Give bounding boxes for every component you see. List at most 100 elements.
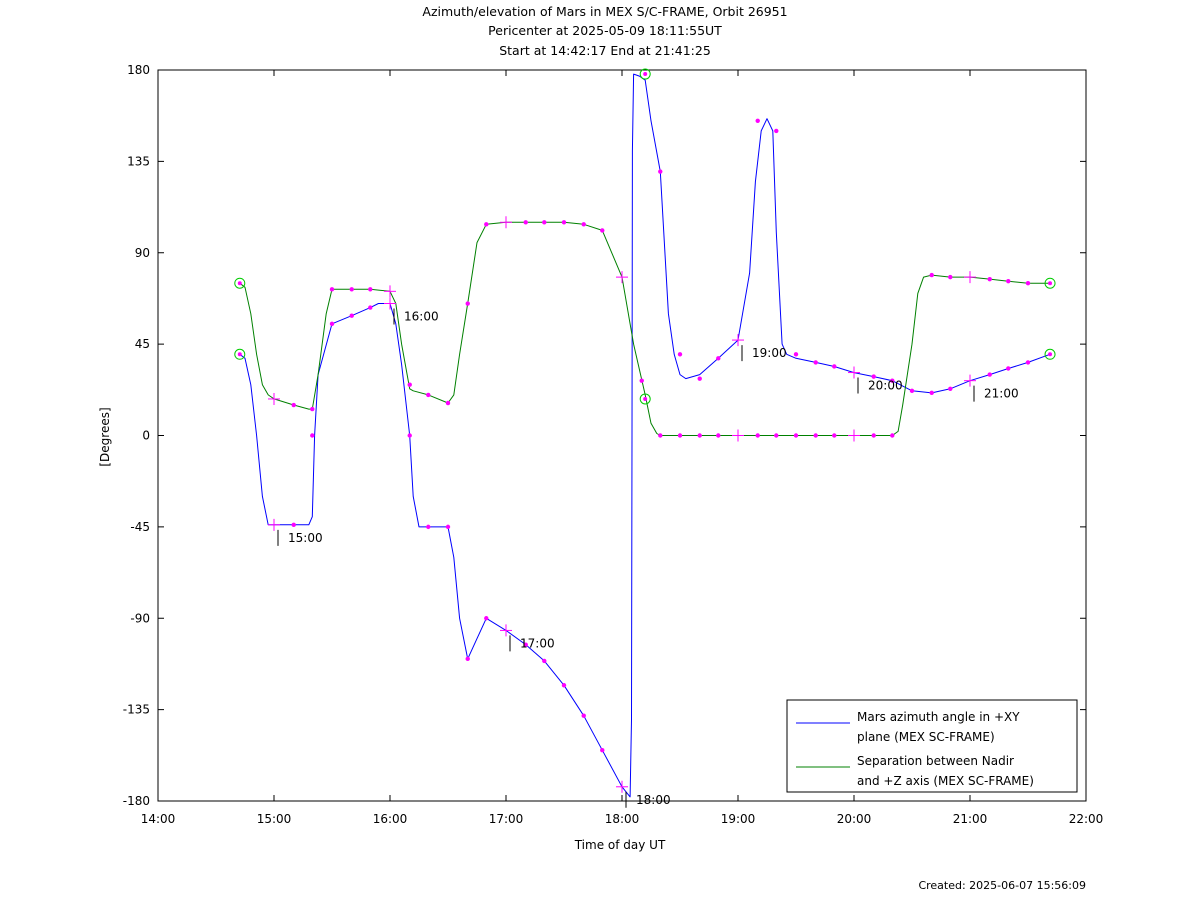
y-axis-label: [Degrees]: [98, 407, 112, 466]
x-tick-label: 20:00: [837, 812, 872, 826]
minute-marker: [658, 433, 663, 438]
minute-marker: [890, 378, 895, 383]
hour-label: 18:00: [636, 793, 671, 807]
hour-cross: [268, 392, 280, 405]
minute-marker: [813, 433, 818, 438]
legend-box: [786, 699, 1078, 793]
chart-subtitle-start-end: Start at 14:42:17 End at 21:41:25: [499, 43, 711, 58]
x-tick-label: 14:00: [141, 812, 176, 826]
minute-marker: [639, 378, 644, 383]
minute-marker: [658, 169, 663, 174]
minute-marker: [793, 352, 799, 357]
x-axis-label: Time of day UT: [574, 838, 666, 852]
minute-marker: [542, 220, 547, 225]
minute-marker: [581, 713, 586, 718]
legend-label-separation-line2: and +Z axis (MEX SC-FRAME): [857, 774, 1034, 788]
x-tick-label: 19:00: [721, 812, 756, 826]
hour-label: 16:00: [404, 310, 439, 324]
minute-marker: [677, 433, 683, 438]
hour-cross: [384, 297, 396, 310]
minute-marker: [329, 321, 335, 327]
hour-cross: [964, 374, 976, 387]
legend-label-azimuth-line2: plane (MEX SC-FRAME): [857, 730, 995, 744]
endpoint-circle: [234, 277, 246, 289]
minute-marker: [581, 222, 586, 227]
minute-marker: [929, 272, 934, 278]
endpoint-circle: [639, 393, 651, 405]
y-tick-label: 90: [135, 246, 150, 260]
hour-label: 19:00: [752, 346, 787, 360]
y-tick-label: 45: [135, 337, 150, 351]
minute-marker: [407, 382, 412, 387]
minute-marker: [310, 433, 315, 438]
plot-area: [157, 69, 1087, 802]
minute-marker: [445, 400, 451, 406]
minute-marker: [948, 386, 953, 391]
minute-marker: [1006, 278, 1011, 284]
hour-cross: [616, 780, 628, 793]
endpoint-circle: [1044, 277, 1056, 289]
hour-cross: [384, 285, 396, 298]
y-tick-label: -45: [130, 520, 150, 534]
minute-marker: [426, 524, 431, 530]
endpoint-circle: [639, 68, 651, 80]
minute-marker: [368, 287, 373, 292]
minute-marker: [523, 220, 528, 225]
minute-marker: [697, 433, 702, 438]
chart-title: Azimuth/elevation of Mars in MEX S/C-FRA…: [422, 4, 787, 19]
minute-marker: [909, 388, 915, 394]
minute-marker: [987, 276, 992, 282]
minute-marker: [948, 274, 953, 280]
y-tick-label: 135: [127, 154, 150, 168]
hour-cross: [732, 334, 744, 347]
minute-marker: [426, 392, 431, 398]
legend: Mars azimuth angle in +XY plane (MEX SC-…: [786, 699, 1078, 793]
hour-cross: [964, 271, 976, 284]
minute-marker: [542, 658, 547, 664]
minute-marker: [871, 433, 876, 438]
hour-cross: [732, 429, 744, 442]
minute-marker: [600, 748, 605, 753]
minute-marker: [929, 390, 934, 396]
minute-marker: [774, 433, 779, 438]
chart-subtitle-pericenter: Pericenter at 2025-05-09 18:11:55UT: [488, 23, 722, 38]
minute-marker: [716, 356, 721, 361]
legend-label-azimuth-line1: Mars azimuth angle in +XY: [857, 710, 1020, 724]
x-tick-label: 16:00: [373, 812, 408, 826]
x-tick-label: 15:00: [257, 812, 292, 826]
hour-label: 17:00: [520, 636, 555, 650]
minute-marker: [465, 656, 470, 662]
minute-marker: [774, 128, 779, 134]
hour-label: 21:00: [984, 387, 1019, 401]
minute-marker: [310, 406, 315, 412]
minute-marker: [987, 372, 992, 377]
minute-marker: [291, 522, 296, 528]
series-line-azimuth: [239, 73, 1051, 798]
created-timestamp: Created: 2025-06-07 15:56:09: [918, 879, 1086, 892]
hour-cross: [500, 624, 512, 637]
minute-marker: [697, 376, 702, 381]
minute-marker: [349, 313, 354, 318]
hour-cross: [848, 366, 860, 379]
minute-marker: [291, 402, 296, 408]
minute-marker: [465, 301, 470, 306]
endpoint-circle: [1044, 348, 1056, 360]
minute-marker: [1006, 366, 1011, 371]
x-tick-label: 22:00: [1069, 812, 1104, 826]
minute-marker: [813, 360, 818, 365]
y-tick-label: 0: [142, 429, 150, 443]
hour-cross: [268, 518, 280, 531]
minute-marker: [561, 220, 567, 225]
x-tick-label: 17:00: [489, 812, 524, 826]
minute-marker: [793, 433, 799, 438]
minute-marker: [445, 524, 451, 530]
minute-marker: [755, 118, 760, 123]
minute-marker: [407, 433, 412, 438]
minute-marker: [677, 352, 683, 357]
minute-marker: [1025, 281, 1031, 286]
y-tick-label: -180: [123, 794, 150, 808]
minute-marker: [716, 433, 721, 438]
minute-marker: [484, 616, 489, 621]
minute-marker: [523, 642, 528, 647]
minute-marker: [890, 433, 895, 438]
